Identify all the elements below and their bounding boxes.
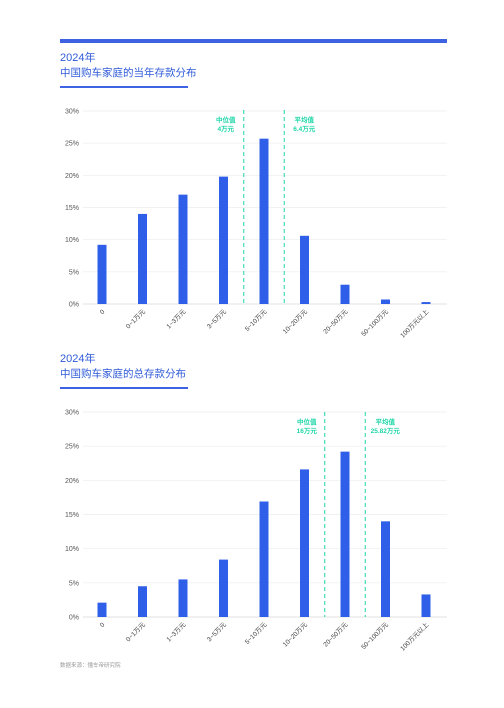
chart1-x-tick-label: 0 bbox=[99, 308, 107, 316]
data-source-footnote: 数据来源：懂车帝研究院 bbox=[60, 663, 121, 669]
chart1-mean-value: 6.4万元 bbox=[293, 125, 316, 133]
chart2-bar bbox=[178, 579, 188, 617]
chart1-y-tick-label: 10% bbox=[65, 237, 79, 244]
chart2-title-year: 2024年 bbox=[60, 353, 96, 365]
chart2-bar bbox=[381, 521, 390, 617]
chart1-y-tick-label: 5% bbox=[69, 269, 79, 276]
chart1-title-year: 2024年 bbox=[60, 52, 96, 64]
chart2-y-tick-label: 15% bbox=[65, 512, 79, 519]
chart1-mean-label: 平均值 bbox=[295, 115, 315, 124]
chart2-title-underline bbox=[60, 387, 188, 389]
chart1-y-tick-label: 15% bbox=[65, 205, 79, 212]
chart2-x-tick-label: 5~10万元 bbox=[243, 620, 269, 646]
chart1-y-tick-label: 25% bbox=[65, 141, 79, 148]
chart1-median-value: 4万元 bbox=[217, 125, 234, 133]
chart2-bar bbox=[138, 586, 147, 617]
chart1-bar bbox=[138, 213, 147, 304]
chart2-mean-label: 平均值 bbox=[376, 417, 396, 426]
chart2-y-tick-label: 0% bbox=[69, 615, 79, 622]
chart2-y-tick-label: 20% bbox=[65, 478, 79, 485]
chart1-title-block: 2024年 中国购车家庭的当年存款分布 bbox=[60, 52, 197, 88]
chart2-x-tick-label: 0 bbox=[99, 621, 107, 629]
chart2-x-tick-label: 3~5万元 bbox=[205, 620, 228, 643]
chart2-bar bbox=[421, 594, 431, 617]
chart2-bar bbox=[300, 469, 309, 617]
chart1-bar bbox=[381, 299, 390, 304]
chart1-bar bbox=[340, 284, 350, 304]
chart2-y-tick-label: 25% bbox=[65, 444, 79, 451]
chart2-x-tick-label: 0~1万元 bbox=[124, 620, 147, 643]
chart2-bar bbox=[259, 501, 269, 617]
chart2-y-tick-label: 5% bbox=[69, 580, 79, 587]
chart2-median-value: 16万元 bbox=[297, 427, 318, 435]
chart2-median-label: 中位值 bbox=[297, 417, 317, 426]
chart1-bar bbox=[421, 302, 431, 304]
chart2-y-tick-label: 10% bbox=[65, 546, 79, 553]
chart2-y-tick-label: 30% bbox=[65, 410, 79, 417]
chart1-bar bbox=[259, 138, 269, 304]
chart1-bar bbox=[178, 194, 188, 304]
chart2-mean-value: 25.82万元 bbox=[371, 427, 401, 435]
chart1-y-tick-label: 0% bbox=[69, 302, 79, 309]
chart1-bar bbox=[300, 235, 309, 304]
chart2-bar bbox=[219, 559, 228, 617]
chart2-title: 中国购车家庭的总存款分布 bbox=[60, 368, 186, 380]
chart2-bar bbox=[97, 602, 107, 617]
chart2-x-tick-label: 10~20万元 bbox=[281, 620, 309, 648]
chart1-y-tick-label: 30% bbox=[65, 109, 79, 116]
chart1-title-underline bbox=[60, 86, 188, 88]
chart1-bar bbox=[97, 244, 107, 304]
chart1-title: 中国购车家庭的当年存款分布 bbox=[60, 67, 197, 79]
chart1-y-tick-label: 20% bbox=[65, 173, 79, 180]
header-accent-bar bbox=[60, 39, 447, 43]
chart2-title-block: 2024年 中国购车家庭的总存款分布 bbox=[60, 353, 188, 389]
chart1-bar bbox=[219, 176, 228, 304]
chart2-x-tick-label: 50~100万元 bbox=[360, 620, 391, 651]
chart1-median-label: 中位值 bbox=[216, 115, 236, 124]
chart2-x-tick-label: 1~3万元 bbox=[165, 620, 188, 643]
chart2-x-tick-label: 20~50万元 bbox=[322, 620, 350, 648]
chart2-bar bbox=[340, 451, 350, 617]
chart2-x-tick-label: 100万元以上 bbox=[398, 620, 431, 653]
